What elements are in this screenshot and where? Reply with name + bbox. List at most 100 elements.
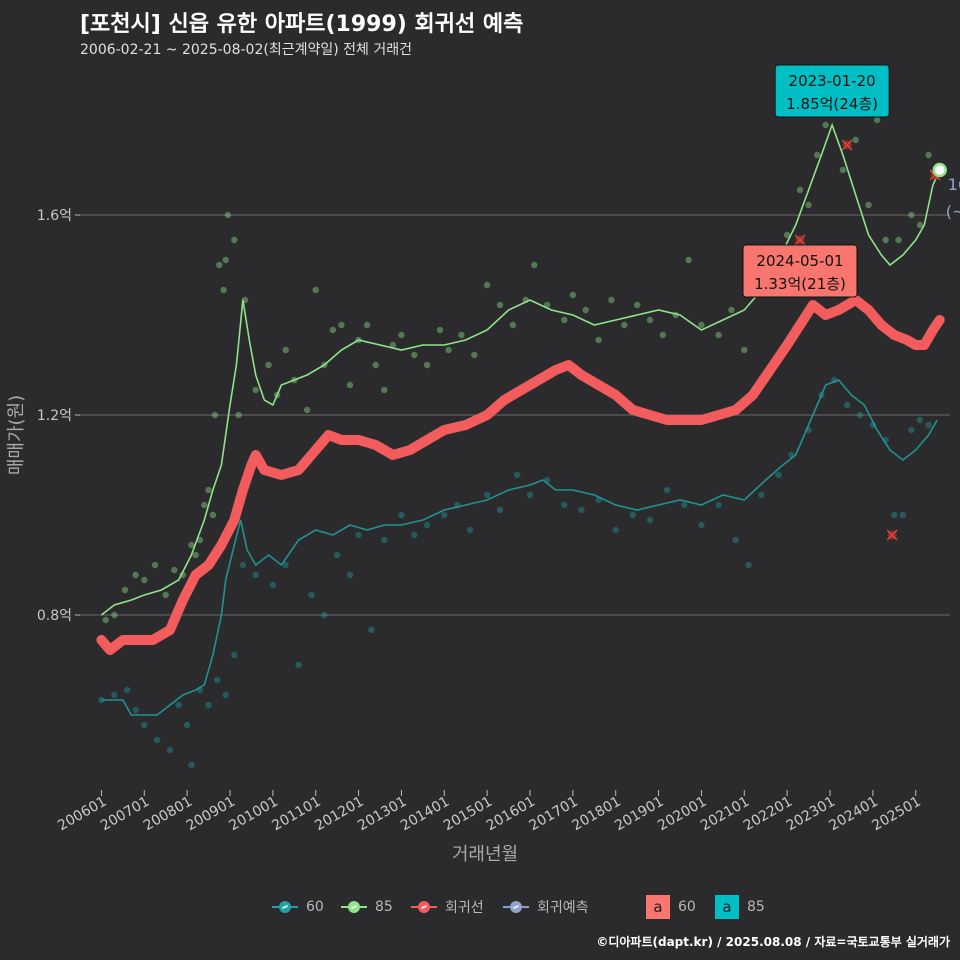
scatter-point-85 <box>805 201 812 209</box>
end-label-area: (~85㎡) <box>946 202 960 221</box>
scatter-point-60 <box>681 501 688 509</box>
x-tick-label: 202401 <box>827 794 881 835</box>
legend-item-60: 60 <box>272 893 324 921</box>
scatter-point-60 <box>141 721 148 729</box>
scatter-point-60 <box>441 511 448 519</box>
outlier-x-mark <box>841 139 853 151</box>
scatter-point-85 <box>162 591 169 599</box>
scatter-point-85 <box>822 121 829 129</box>
x-tick-label: 202001 <box>655 794 709 835</box>
source-caption: ©디아파트(dapt.kr) / 2025.08.08 / 자료=국토교통부 실… <box>596 935 950 949</box>
legend-label-regression: 회귀선 <box>445 900 484 916</box>
legend: 60 85 회귀선 회귀예측 a 60 a 85 <box>0 893 960 921</box>
legend-box-85: a <box>715 895 739 919</box>
scatter-point-85 <box>423 361 431 369</box>
series-line-60 <box>101 379 938 716</box>
scatter-point-60 <box>646 516 654 524</box>
scatter-point-85 <box>205 486 212 494</box>
scatter-point-85 <box>338 321 345 329</box>
scatter-point-85 <box>209 511 217 519</box>
y-tick-label: 0.8억 <box>37 608 72 624</box>
scatter-point-60 <box>732 536 739 544</box>
scatter-point-85 <box>531 261 538 269</box>
legend-item-box-85: a 85 <box>715 893 765 921</box>
scatter-point-60 <box>578 506 585 514</box>
scatter-point-60 <box>295 661 302 669</box>
scatter-point-85 <box>196 536 204 544</box>
scatter-point-60 <box>222 691 229 699</box>
scatter-point-85 <box>698 321 705 329</box>
scatter-point-60 <box>381 536 388 544</box>
scatter-point-85 <box>411 351 418 359</box>
x-tick-label: 202501 <box>869 794 923 835</box>
x-tick-label: 201701 <box>527 794 581 835</box>
scatter-point-60 <box>188 761 195 769</box>
scatter-point-85 <box>363 321 371 329</box>
scatter-point-60 <box>698 521 705 529</box>
scatter-point-85 <box>121 586 129 594</box>
scatter-point-85 <box>633 301 641 309</box>
scatter-point-60 <box>333 551 341 559</box>
scatter-point-85 <box>741 346 748 354</box>
scatter-point-60 <box>843 401 851 409</box>
scatter-point-85 <box>372 361 379 369</box>
scatter-point-85 <box>659 331 667 339</box>
scatter-point-60 <box>775 471 782 479</box>
callout-60-value: 1.33억(21층) <box>754 275 846 293</box>
scatter-point-60 <box>355 531 362 539</box>
scatter-point-85 <box>561 316 568 324</box>
scatter-point-85 <box>873 116 881 124</box>
outlier-x-mark <box>886 529 898 541</box>
scatter-point-60 <box>899 511 907 519</box>
scatter-point-85 <box>813 151 821 159</box>
scatter-point-60 <box>153 736 161 744</box>
x-tick-label: 201301 <box>355 794 409 835</box>
scatter-point-85 <box>398 331 405 339</box>
scatter-point-85 <box>895 236 902 244</box>
scatter-point-85 <box>329 326 337 334</box>
scatter-point-85 <box>436 326 444 334</box>
scatter-point-60 <box>111 691 118 699</box>
scatter-point-85 <box>222 256 229 264</box>
scatter-point-60 <box>239 561 247 569</box>
scatter-point-60 <box>715 501 722 509</box>
y-tick-label: 1.6억 <box>37 208 72 224</box>
scatter-point-60 <box>411 531 418 539</box>
scatter-point-60 <box>758 491 765 499</box>
series-lines <box>96 122 945 716</box>
scatter-point-85 <box>151 561 159 569</box>
scatter-point-85 <box>582 306 589 314</box>
scatter-point-85 <box>201 501 208 509</box>
legend-box-60: a <box>646 895 670 919</box>
scatter-point-60 <box>166 746 174 754</box>
scatter-point-60 <box>368 626 375 634</box>
scatter-point-85 <box>839 166 847 174</box>
scatter-point-85 <box>496 301 504 309</box>
x-tick-label: 200901 <box>184 794 238 835</box>
scatter-point-60 <box>916 416 924 424</box>
x-tick-label: 201801 <box>569 794 623 835</box>
legend-key-regression <box>411 894 437 920</box>
scatter-point-85 <box>265 361 272 369</box>
legend-key-prediction <box>503 894 529 920</box>
legend-box-label-85: 85 <box>747 899 765 915</box>
legend-item-box-60: a 60 <box>646 893 696 921</box>
chart-title: [포천시] 신읍 유한 아파트(1999) 회귀선 예측 <box>80 12 524 37</box>
legend-item-85: 85 <box>341 893 393 921</box>
scatter-point-85 <box>882 236 889 244</box>
scatter-point-85 <box>132 571 139 579</box>
scatter-point-60 <box>891 511 898 519</box>
scatter-point-60 <box>132 706 139 714</box>
scatter-point-85 <box>282 346 289 354</box>
scatter-point-85 <box>188 541 195 549</box>
scatter-point-60 <box>526 491 534 499</box>
scatter-point-85 <box>312 286 319 294</box>
scatter-point-85 <box>303 406 311 414</box>
scatter-point-85 <box>728 306 735 314</box>
scatter-point-85 <box>865 201 872 209</box>
legend-label-prediction: 회귀예측 <box>537 900 589 916</box>
scatter-point-85 <box>171 566 178 574</box>
x-tick-label: 200601 <box>55 794 109 835</box>
legend-item-prediction: 회귀예측 <box>503 893 589 921</box>
scatter-point-85 <box>252 386 259 394</box>
